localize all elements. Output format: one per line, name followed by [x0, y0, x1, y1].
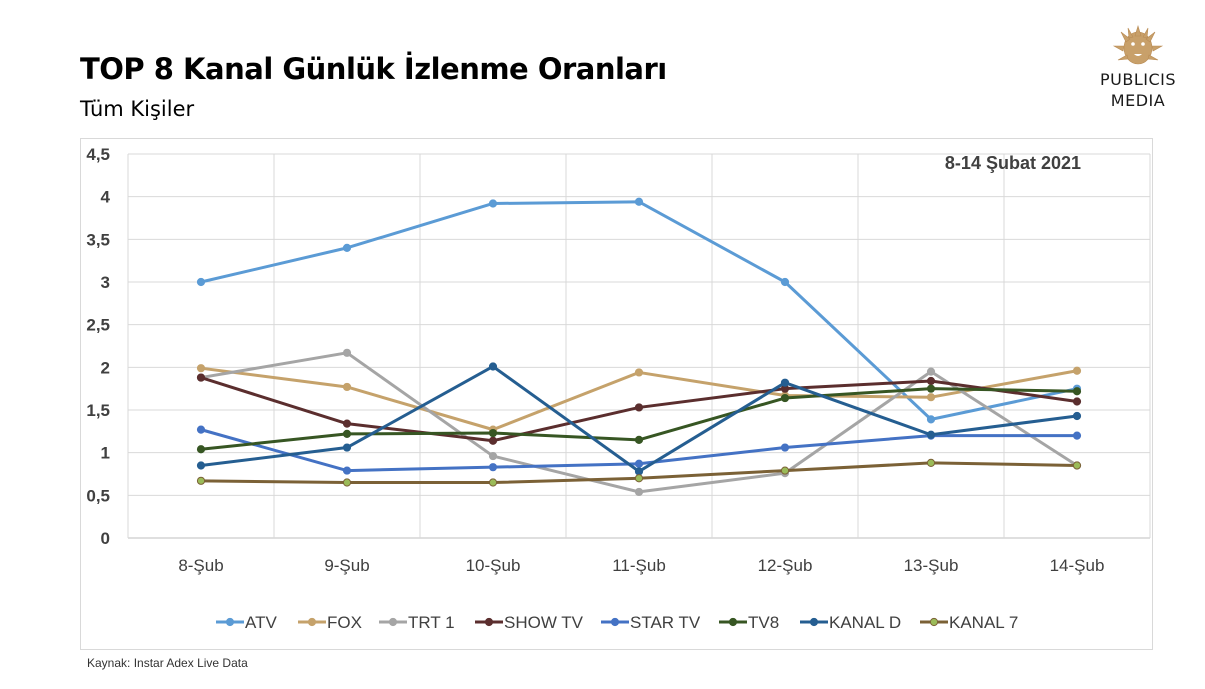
x-tick-label: 13-Şub	[904, 556, 959, 575]
data-point-star-tv	[196, 425, 206, 434]
data-point-fox	[196, 364, 206, 373]
source-note: Kaynak: Instar Adex Live Data	[87, 656, 248, 670]
legend-marker-star-tv	[610, 617, 620, 627]
data-point-atv	[196, 277, 206, 287]
legend-marker-tv8	[728, 617, 738, 627]
data-point-kanal-d	[488, 362, 498, 371]
publicis-media-logo: PUBLICIS MEDIA	[1083, 22, 1193, 117]
data-point-star-tv	[1072, 431, 1082, 440]
data-point-show-tv	[634, 403, 644, 412]
y-tick-label: 0	[101, 529, 110, 548]
data-point-show-tv	[488, 436, 498, 445]
chart-title: TOP 8 Kanal Günlük İzlenme Oranları	[80, 52, 667, 86]
axes: 0 0,5 1 1,5 2 2,5 3 3,5 4 4,5 8-Şub 9-Şub 10-Şub 11-Ş…	[86, 145, 1104, 575]
legend-marker-trt-1	[388, 617, 398, 627]
data-point-show-tv	[196, 373, 206, 382]
data-point-kanal-7	[634, 474, 644, 483]
data-point-show-tv	[342, 419, 352, 428]
legend-label-fox: FOX	[327, 613, 362, 632]
data-point-trt-1	[634, 487, 644, 497]
x-tick-label: 10-Şub	[466, 556, 521, 575]
chart-subtitle: Tüm Kişiler	[80, 97, 195, 121]
data-point-fox	[926, 393, 936, 402]
y-tick-label: 1,5	[86, 401, 110, 420]
data-point-kanal-d	[780, 378, 790, 387]
y-tick-label: 0,5	[86, 486, 110, 505]
series-line-atv	[199, 200, 1079, 421]
data-point-star-tv	[488, 463, 498, 472]
data-point-atv	[342, 243, 352, 252]
y-tick-label: 2,5	[86, 316, 110, 335]
y-tick-label: 3	[101, 273, 110, 292]
legend: ATV FOX TRT 1 SHOW TV STAR TV TV8 KANAL D KANAL…	[216, 613, 1018, 632]
y-tick-label: 1	[101, 444, 110, 463]
logo-text-publicis: PUBLICIS	[1099, 70, 1176, 89]
data-point-show-tv	[1072, 397, 1082, 406]
data-point-atv	[780, 277, 790, 287]
x-tick-label: 8-Şub	[178, 556, 223, 575]
data-point-kanal-7	[926, 458, 936, 468]
data-point-kanal-d	[342, 443, 352, 452]
data-point-star-tv	[342, 466, 352, 475]
data-point-kanal-7	[488, 478, 498, 487]
data-point-atv	[488, 199, 498, 208]
y-tick-label: 2	[101, 358, 110, 377]
data-point-kanal-d	[1072, 411, 1082, 421]
legend-marker-fox	[307, 617, 317, 627]
data-point-kanal-7	[780, 466, 790, 475]
data-point-show-tv	[926, 376, 936, 386]
legend-marker-kanal-7	[929, 617, 939, 627]
x-tick-label: 14-Şub	[1050, 556, 1105, 575]
data-point-atv	[634, 197, 644, 206]
legend-label-trt-1: TRT 1	[408, 613, 455, 632]
y-tick-label: 4	[101, 188, 111, 207]
data-point-kanal-d	[926, 430, 936, 439]
legend-label-atv: ATV	[245, 613, 277, 632]
data-point-kanal-d	[196, 461, 206, 470]
data-point-tv8	[780, 393, 790, 403]
data-point-atv	[926, 415, 936, 424]
data-point-tv8	[342, 429, 352, 438]
data-point-trt-1	[926, 367, 936, 376]
y-tick-label: 4,5	[86, 145, 110, 164]
data-point-fox	[1072, 366, 1082, 375]
data-point-star-tv	[634, 459, 644, 468]
logo-text-media: MEDIA	[1110, 91, 1166, 110]
x-tick-label: 11-Şub	[612, 556, 666, 575]
series-lines	[196, 197, 1082, 497]
x-tick-label: 12-Şub	[758, 556, 813, 575]
data-point-tv8	[634, 435, 644, 444]
data-point-kanal-7	[1072, 461, 1082, 470]
legend-marker-kanal-d	[809, 617, 819, 627]
y-tick-label: 3,5	[86, 230, 110, 249]
data-point-star-tv	[780, 443, 790, 452]
data-point-tv8	[926, 384, 936, 393]
date-range-annotation: 8-14 Şubat 2021	[945, 153, 1081, 173]
chart-frame	[80, 138, 1153, 650]
legend-label-star-tv: STAR TV	[630, 613, 701, 632]
x-tick-label: 9-Şub	[324, 556, 369, 575]
legend-marker-atv	[225, 617, 235, 627]
data-point-tv8	[488, 428, 498, 438]
legend-label-kanal-d: KANAL D	[829, 613, 901, 632]
legend-marker-show-tv	[484, 617, 494, 627]
data-point-trt-1	[488, 451, 498, 461]
lion-head-icon	[1112, 24, 1164, 65]
data-point-tv8	[1072, 387, 1082, 396]
data-point-fox	[342, 382, 352, 392]
data-point-kanal-7	[342, 478, 352, 487]
data-point-tv8	[196, 445, 206, 454]
data-point-fox	[634, 368, 644, 377]
legend-label-kanal-7: KANAL 7	[949, 613, 1018, 632]
data-point-kanal-7	[196, 476, 206, 485]
data-point-trt-1	[342, 348, 352, 357]
legend-label-show-tv: SHOW TV	[504, 613, 584, 632]
data-point-kanal-d	[634, 467, 644, 476]
legend-label-tv8: TV8	[748, 613, 779, 632]
